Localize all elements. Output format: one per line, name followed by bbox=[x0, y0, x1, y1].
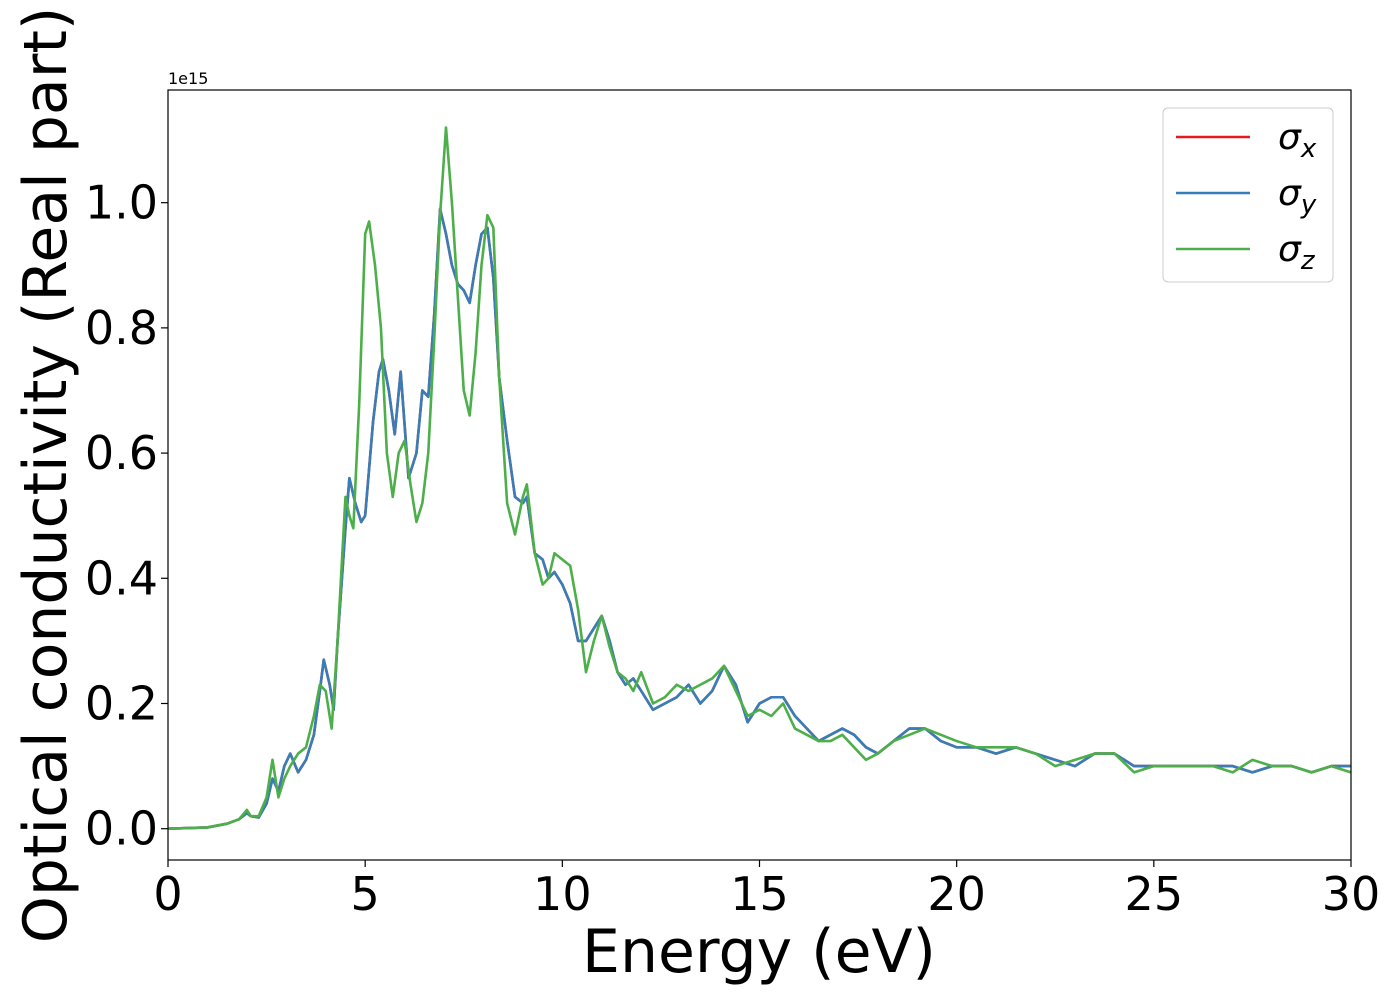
legend-label-y: σy bbox=[1278, 173, 1317, 220]
x-tick-label: 20 bbox=[927, 867, 986, 921]
x-axis: 0 5 10 15 20 25 30 bbox=[153, 860, 1380, 921]
x-tick-label: 5 bbox=[351, 867, 380, 921]
x-tick-label: 30 bbox=[1322, 867, 1381, 921]
x-tick-label: 15 bbox=[730, 867, 789, 921]
x-tick-label: 25 bbox=[1125, 867, 1184, 921]
y-tick-label: 0.6 bbox=[85, 426, 158, 480]
y-offset-label: 1e15 bbox=[168, 69, 208, 88]
legend-label-z: σz bbox=[1278, 229, 1316, 276]
series-line-z bbox=[168, 126, 1351, 830]
legend: σx σy σz bbox=[1162, 107, 1334, 283]
y-axis-title: Optical conductivity (Real part) bbox=[11, 7, 81, 944]
y-tick-label: 0.2 bbox=[85, 676, 158, 730]
y-tick-label: 0.4 bbox=[85, 551, 158, 605]
legend-box bbox=[1162, 107, 1334, 283]
x-tick-label: 0 bbox=[153, 867, 182, 921]
x-axis-title: Energy (eV) bbox=[582, 917, 936, 987]
y-tick-label: 0.0 bbox=[85, 802, 158, 856]
y-tick-label: 1.0 bbox=[85, 176, 158, 230]
legend-label-x: σx bbox=[1278, 117, 1317, 164]
x-tick-label: 10 bbox=[533, 867, 592, 921]
y-tick-label: 0.8 bbox=[85, 301, 158, 355]
y-axis: 0.0 0.2 0.4 0.6 0.8 1.0 bbox=[85, 176, 168, 856]
series-layer bbox=[168, 126, 1351, 830]
